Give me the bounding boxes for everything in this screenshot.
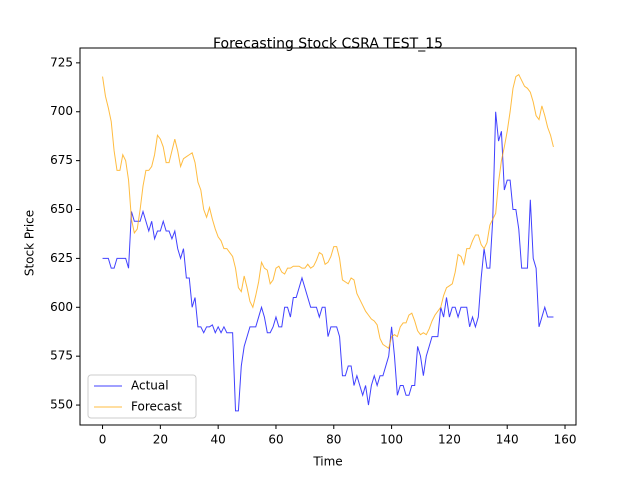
- y-tick-label: 625: [50, 251, 73, 265]
- x-tick-label: 0: [99, 433, 107, 447]
- y-tick-label: 700: [50, 104, 73, 118]
- series-line: [102, 73, 554, 350]
- y-tick-label: 675: [50, 153, 73, 167]
- y-tick-label: 600: [50, 300, 73, 314]
- y-tick-label: 575: [50, 349, 73, 363]
- y-tick-label: 725: [50, 55, 73, 69]
- y-tick-label: 550: [50, 398, 73, 412]
- x-tick-label: 160: [554, 433, 577, 447]
- x-tick-label: 40: [211, 433, 226, 447]
- y-axis-label: Stock Price: [23, 210, 37, 276]
- y-tick-label: 650: [50, 202, 73, 216]
- x-tick-label: 100: [380, 433, 403, 447]
- x-tick-label: 120: [438, 433, 461, 447]
- series-line: [102, 111, 554, 412]
- legend-label: Forecast: [131, 400, 182, 414]
- x-axis-label: Time: [312, 455, 342, 469]
- x-tick-label: 20: [153, 433, 168, 447]
- x-tick-label: 60: [268, 433, 283, 447]
- x-tick-label: 80: [326, 433, 341, 447]
- legend-label: Actual: [131, 379, 169, 393]
- chart-title: Forecasting Stock CSRA TEST_15: [213, 36, 443, 52]
- x-tick-label: 140: [496, 433, 519, 447]
- plot-frame: [79, 47, 577, 426]
